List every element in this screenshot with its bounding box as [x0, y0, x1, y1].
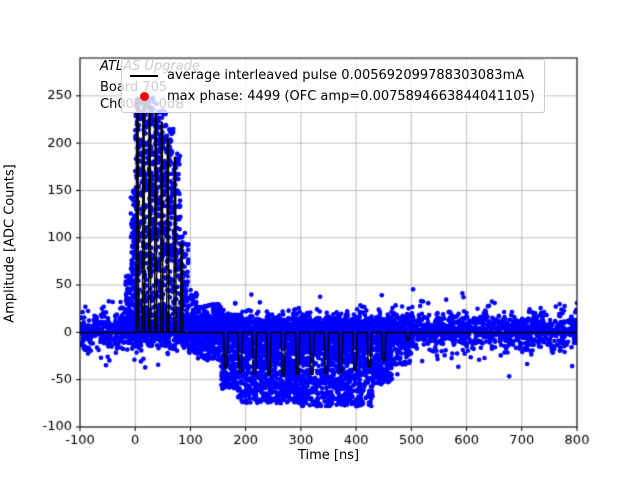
figure: ATLAS Upgrade Board 705 Ch0061, 0dB aver… — [0, 0, 640, 480]
plot-canvas — [0, 0, 640, 480]
